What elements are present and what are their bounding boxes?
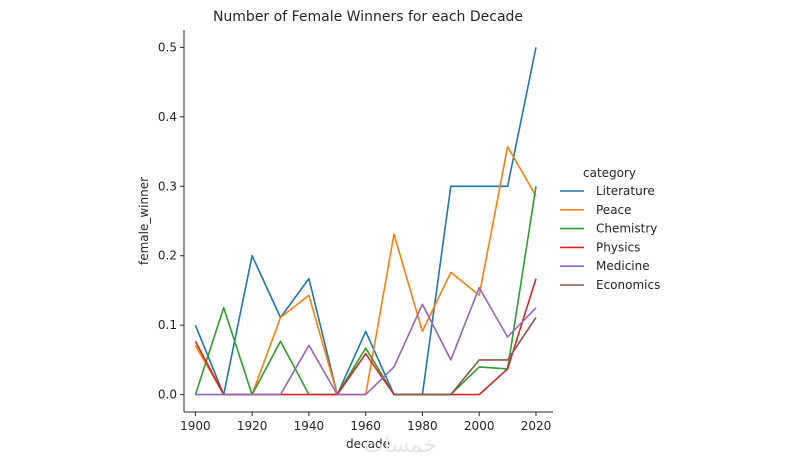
x-axis-label: decade [346,437,390,451]
legend-label-medicine: Medicine [596,259,650,273]
y-tick-label: 0.1 [158,318,177,332]
x-tick-label: 1960 [350,419,381,433]
x-tick-label: 1900 [180,419,211,433]
x-tick-label: 2020 [521,419,552,433]
legend-label-economics: Economics [596,278,660,292]
legend-label-peace: Peace [596,203,632,217]
legend-label-physics: Physics [596,240,640,254]
series-line-peace [194,145,537,396]
y-tick-label: 0.2 [158,249,177,263]
series-line-chemistry [194,186,537,396]
watermark: خمسات [363,433,436,458]
y-tick-label: 0.4 [158,110,177,124]
series-line-economics [394,317,537,396]
x-tick-label: 1980 [407,419,438,433]
y-tick-label: 0.0 [158,388,177,402]
y-tick-label: 0.3 [158,179,177,193]
x-tick-label: 1920 [237,419,268,433]
series-line-medicine [195,286,537,396]
legend-label-literature: Literature [596,184,655,198]
x-tick-label: 2000 [464,419,495,433]
plot-area: 1900 1920 1940 1960 1980 2000 2020 0.0 0.1 0.2 0.3… [158,30,553,433]
legend-title: category [583,166,636,180]
y-tick-label: 0.5 [158,40,177,54]
chart-title: Number of Female Winners for each Decade [213,9,523,25]
legend-label-chemistry: Chemistry [596,222,657,236]
y-axis-label: female_winner [137,177,151,265]
legend: category Literature Peace Chemistry Physics… [560,166,660,292]
series-line-literature [194,47,537,396]
x-tick-label: 1940 [294,419,325,433]
